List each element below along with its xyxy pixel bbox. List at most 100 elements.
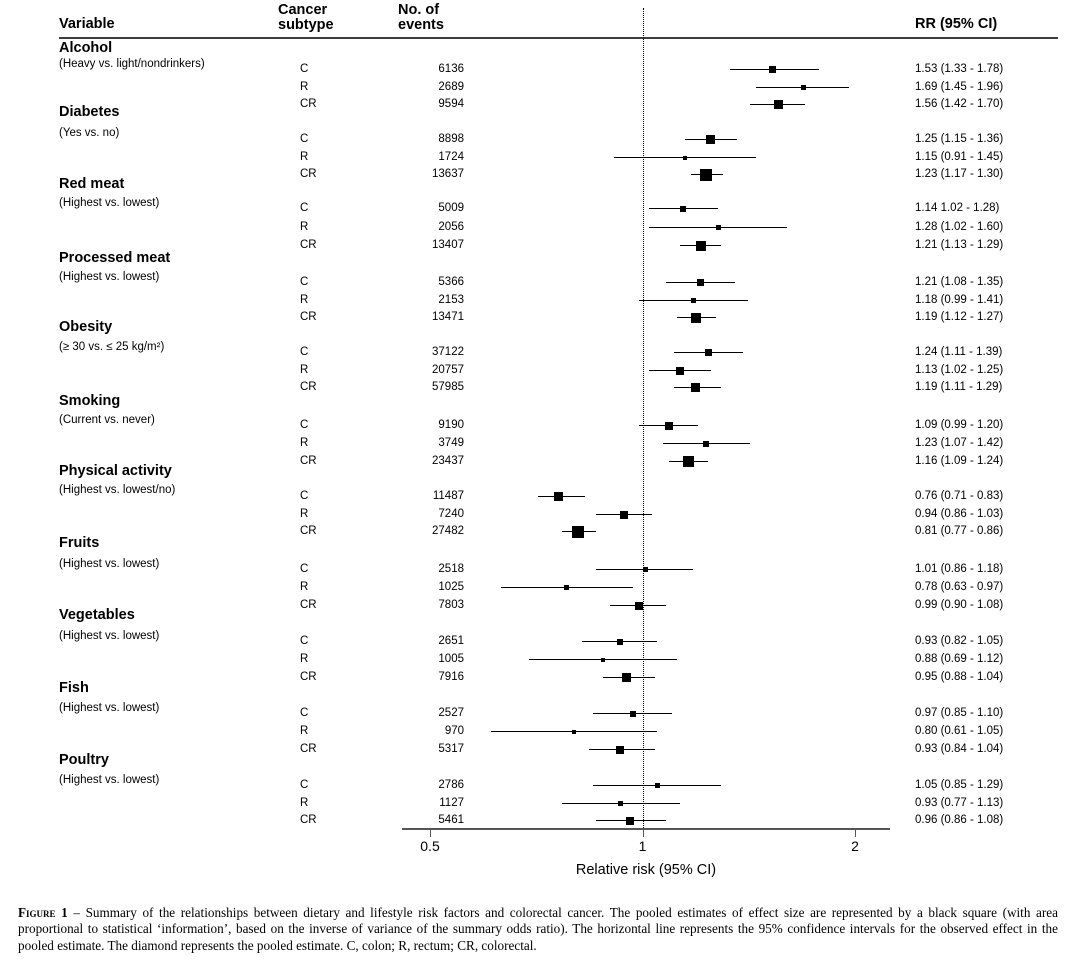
variable-comparison: (Highest vs. lowest) xyxy=(59,197,160,209)
confidence-interval-line xyxy=(750,104,806,105)
point-estimate-marker xyxy=(697,279,705,286)
variable-comparison: (Highest vs. lowest) xyxy=(59,630,160,642)
x-axis-tick-label: 2 xyxy=(851,838,859,854)
cell-rr-ci: 1.16 (1.09 - 1.24) xyxy=(915,455,1004,467)
cell-cancer-subtype: CR xyxy=(300,239,317,251)
cell-rr-ci: 1.56 (1.42 - 1.70) xyxy=(915,98,1004,110)
column-header-no-of-events-line2: events xyxy=(398,17,444,33)
cell-rr-ci: 0.99 (0.90 - 1.08) xyxy=(915,599,1004,611)
cell-cancer-subtype: C xyxy=(300,707,309,719)
figure-caption-text: – Summary of the relationships between d… xyxy=(18,905,1058,953)
cell-rr-ci: 1.25 (1.15 - 1.36) xyxy=(915,133,1004,145)
cell-cancer-subtype: R xyxy=(300,581,309,593)
cell-no-of-events: 2651 xyxy=(438,635,464,647)
cell-rr-ci: 0.88 (0.69 - 1.12) xyxy=(915,653,1004,665)
confidence-interval-line xyxy=(648,208,719,209)
cell-no-of-events: 2786 xyxy=(438,779,464,791)
cell-no-of-events: 5009 xyxy=(438,202,464,214)
cell-rr-ci: 0.96 (0.86 - 1.08) xyxy=(915,814,1004,826)
cell-no-of-events: 7240 xyxy=(438,508,464,520)
cell-cancer-subtype: C xyxy=(300,490,309,502)
cell-cancer-subtype: CR xyxy=(300,743,317,755)
variable-name: Fish xyxy=(59,680,89,696)
point-estimate-marker xyxy=(617,638,624,645)
confidence-interval-line xyxy=(729,69,820,70)
variable-name: Processed meat xyxy=(59,250,171,266)
variable-name: Fruits xyxy=(59,535,100,551)
variable-comparison: (Heavy vs. light/nondrinkers) xyxy=(59,58,205,70)
figure-caption: Figure 1 – Summary of the relationships … xyxy=(18,905,1058,954)
cell-rr-ci: 1.53 (1.33 - 1.78) xyxy=(915,63,1004,75)
cell-cancer-subtype: CR xyxy=(300,525,317,537)
cell-cancer-subtype: CR xyxy=(300,311,317,323)
cell-cancer-subtype: C xyxy=(300,63,309,75)
confidence-interval-line xyxy=(674,387,721,388)
cell-no-of-events: 9190 xyxy=(438,419,464,431)
x-axis-tick-label: 0.5 xyxy=(420,838,440,854)
cell-no-of-events: 5317 xyxy=(438,743,464,755)
column-header-cancer-subtype-line2: subtype xyxy=(278,17,334,33)
cell-no-of-events: 13637 xyxy=(432,168,464,180)
header-rule-right xyxy=(915,37,1058,39)
point-estimate-marker xyxy=(690,298,696,303)
variable-comparison: (Highest vs. lowest) xyxy=(59,558,160,570)
cell-cancer-subtype: C xyxy=(300,419,309,431)
cell-no-of-events: 57985 xyxy=(432,381,464,393)
cell-no-of-events: 3749 xyxy=(438,437,464,449)
cell-rr-ci: 1.09 (0.99 - 1.20) xyxy=(915,419,1004,431)
cell-cancer-subtype: CR xyxy=(300,671,317,683)
point-estimate-marker xyxy=(706,135,716,144)
confidence-interval-line xyxy=(528,659,678,660)
confidence-interval-line xyxy=(663,443,750,444)
point-estimate-marker xyxy=(601,657,606,662)
variable-name: Red meat xyxy=(59,176,125,192)
cell-no-of-events: 37122 xyxy=(432,346,464,358)
cell-cancer-subtype: R xyxy=(300,364,309,376)
confidence-interval-line xyxy=(592,785,721,786)
point-estimate-marker xyxy=(664,421,673,430)
point-estimate-marker xyxy=(630,710,637,717)
cell-no-of-events: 2056 xyxy=(438,221,464,233)
confidence-interval-line xyxy=(679,245,721,246)
point-estimate-marker xyxy=(572,729,577,734)
cell-no-of-events: 2518 xyxy=(438,563,464,575)
confidence-interval-line xyxy=(690,174,723,175)
x-axis-tick xyxy=(855,830,856,837)
column-header-variable: Variable xyxy=(59,16,115,32)
cell-cancer-subtype: C xyxy=(300,635,309,647)
point-estimate-marker xyxy=(617,801,623,806)
cell-no-of-events: 970 xyxy=(444,725,464,737)
point-estimate-marker xyxy=(702,440,709,447)
confidence-interval-line xyxy=(596,514,652,515)
confidence-interval-line xyxy=(581,641,658,642)
point-estimate-marker xyxy=(616,745,625,754)
cell-rr-ci: 1.28 (1.02 - 1.60) xyxy=(915,221,1004,233)
cell-no-of-events: 2153 xyxy=(438,294,464,306)
column-header-rr: RR (95% CI) xyxy=(915,16,998,32)
confidence-interval-line xyxy=(685,139,737,140)
cell-no-of-events: 2689 xyxy=(438,81,464,93)
point-estimate-marker xyxy=(675,366,684,375)
x-axis-tick-label: 1 xyxy=(638,838,647,854)
cell-rr-ci: 1.23 (1.07 - 1.42) xyxy=(915,437,1004,449)
cell-rr-ci: 0.81 (0.77 - 0.86) xyxy=(915,525,1004,537)
cell-rr-ci: 1.14 1.02 - 1.28) xyxy=(915,202,1000,214)
point-estimate-marker xyxy=(682,456,694,467)
cell-cancer-subtype: R xyxy=(300,81,309,93)
x-axis-tick xyxy=(642,830,644,837)
cell-rr-ci: 0.94 (0.86 - 1.03) xyxy=(915,508,1004,520)
variable-name: Poultry xyxy=(59,752,109,768)
point-estimate-marker xyxy=(622,673,632,682)
confidence-interval-line xyxy=(610,605,667,606)
cell-cancer-subtype: CR xyxy=(300,168,317,180)
x-axis-line xyxy=(402,828,890,830)
point-estimate-marker xyxy=(571,525,584,538)
cell-no-of-events: 20757 xyxy=(432,364,464,376)
confidence-interval-line xyxy=(592,713,672,714)
cell-rr-ci: 1.23 (1.17 - 1.30) xyxy=(915,168,1004,180)
cell-rr-ci: 0.93 (0.84 - 1.04) xyxy=(915,743,1004,755)
cell-rr-ci: 0.93 (0.77 - 1.13) xyxy=(915,797,1004,809)
cell-no-of-events: 11487 xyxy=(432,490,464,502)
point-estimate-marker xyxy=(690,312,701,323)
